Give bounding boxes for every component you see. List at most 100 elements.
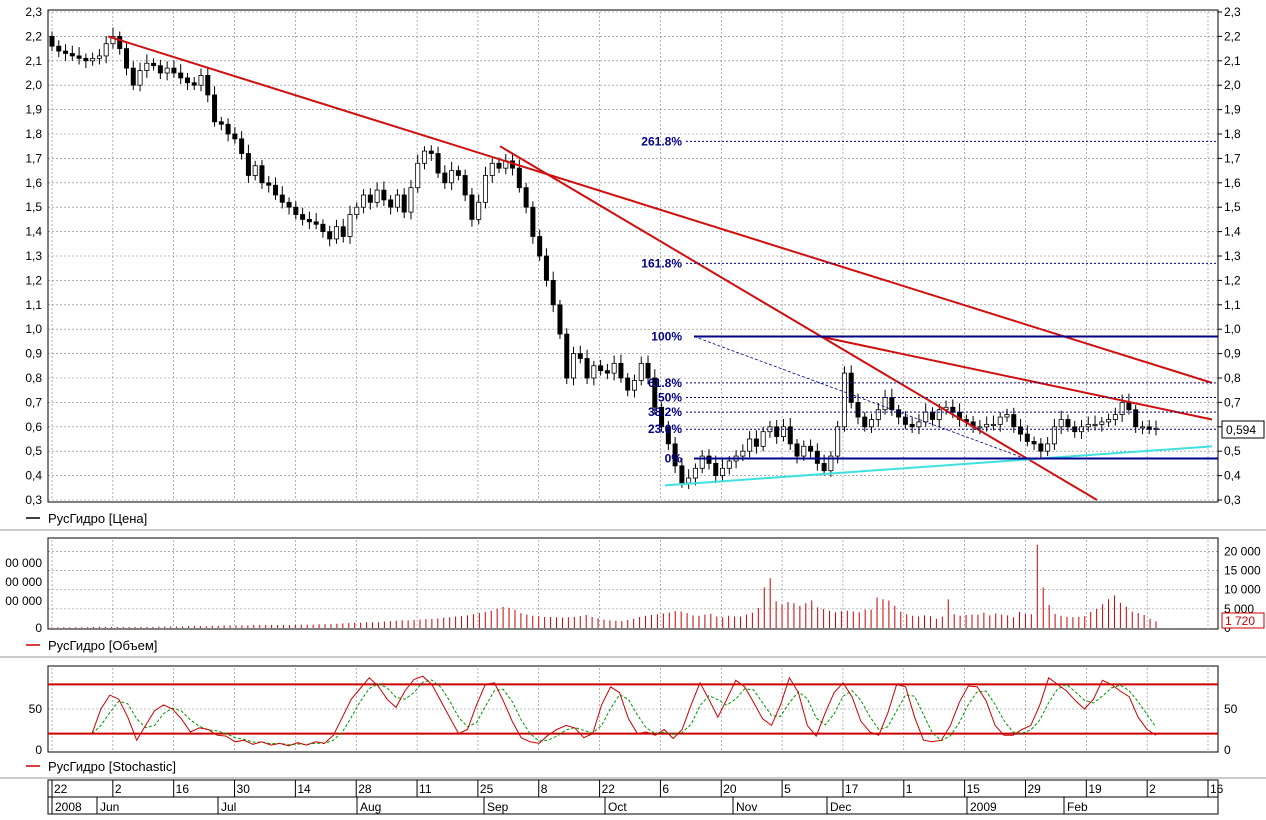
- candle: [537, 236, 543, 257]
- volume-tick-right: 10 000: [1224, 583, 1261, 597]
- candle: [726, 460, 732, 469]
- date-tick-label: 16: [1210, 782, 1224, 796]
- price-tick-left: 2,2: [25, 29, 42, 43]
- volume-tick-right: 20 000: [1224, 544, 1261, 558]
- candle: [977, 426, 983, 429]
- candle: [821, 462, 827, 472]
- price-tick-left: 0,5: [25, 444, 42, 458]
- month-label: Oct: [608, 800, 627, 814]
- candle: [1146, 426, 1152, 430]
- candle: [916, 421, 922, 428]
- candle: [984, 423, 990, 428]
- candle: [340, 226, 346, 237]
- candle: [659, 406, 665, 428]
- candle: [665, 426, 671, 445]
- candle: [571, 353, 577, 379]
- candle: [611, 362, 617, 374]
- last-volume-label: 1 720: [1225, 614, 1255, 628]
- candle: [320, 223, 326, 232]
- candle: [347, 214, 353, 237]
- candle: [780, 426, 786, 437]
- candle: [455, 170, 461, 176]
- price-tick-left: 1,4: [25, 225, 42, 239]
- fibonacci-layer[interactable]: 261.8% 161.8% 100% 61.8%50%38.2% 23.6% 0%: [641, 134, 1218, 466]
- date-tick-label: 2: [1149, 782, 1156, 796]
- date-tick-label: 22: [602, 782, 616, 796]
- candle: [164, 67, 170, 74]
- price-tick-left: 0,6: [25, 420, 42, 434]
- stochastic-pane[interactable]: [48, 675, 1218, 747]
- candle: [273, 184, 279, 196]
- trendline-0: [107, 35, 1213, 384]
- candle: [191, 82, 197, 86]
- fib-level-label: 100%: [651, 330, 682, 344]
- candle: [1058, 419, 1064, 428]
- trendlines-layer[interactable]: [107, 35, 1213, 501]
- candle: [1031, 441, 1037, 445]
- price-tick-right: 1,6: [1224, 176, 1241, 190]
- candle: [388, 199, 394, 208]
- candle: [1065, 419, 1071, 428]
- candle: [1099, 421, 1105, 425]
- candle: [56, 45, 62, 52]
- candle: [1139, 426, 1145, 429]
- candle: [144, 62, 150, 71]
- volume-pane-label: РусГидро [Объем]: [48, 638, 157, 653]
- candle: [896, 409, 902, 418]
- volume-pane[interactable]: [51, 544, 1157, 628]
- price-tick-right: 1,8: [1224, 127, 1241, 141]
- candle: [482, 175, 488, 203]
- candle: [557, 304, 563, 335]
- price-tick-right: 1,4: [1224, 225, 1241, 239]
- candle: [516, 167, 522, 189]
- date-tick-label: 6: [662, 782, 669, 796]
- candle: [1092, 423, 1098, 426]
- price-tick-left: 2,0: [25, 78, 42, 92]
- stoch-tick-right: 0: [1224, 743, 1231, 757]
- price-tick-right: 2,3: [1224, 5, 1241, 19]
- candle: [83, 57, 89, 62]
- volume-tick-right: 5 000: [1224, 602, 1254, 616]
- candle: [794, 443, 800, 457]
- candle: [367, 194, 373, 203]
- candle: [543, 255, 549, 281]
- price-tick-right: 1,2: [1224, 273, 1241, 287]
- candle: [361, 194, 367, 208]
- price-tick-right: 2,1: [1224, 54, 1241, 68]
- candle: [252, 165, 258, 176]
- month-label: Feb: [1067, 800, 1088, 814]
- stoch-tick-left: 0: [35, 743, 42, 757]
- price-tick-left: 1,5: [25, 200, 42, 214]
- candle: [381, 189, 387, 201]
- candle: [1133, 409, 1139, 428]
- date-tick-label: 8: [541, 782, 548, 796]
- candle: [449, 170, 455, 184]
- candle: [645, 362, 651, 379]
- price-tick-right: 0,7: [1224, 395, 1241, 409]
- candle: [808, 445, 814, 452]
- candle: [110, 36, 116, 45]
- fib-level-label: 261.8%: [641, 134, 682, 148]
- candle: [875, 409, 881, 420]
- candle: [936, 409, 942, 420]
- candle: [327, 231, 333, 240]
- candle: [394, 194, 400, 208]
- price-pane[interactable]: [49, 27, 1159, 490]
- candle: [178, 72, 184, 79]
- candle: [442, 172, 448, 184]
- candle: [747, 438, 753, 452]
- pane-frame-2: [47, 665, 1219, 753]
- price-tick-right: 2,2: [1224, 29, 1241, 43]
- price-tick-right: 1,5: [1224, 200, 1241, 214]
- candle: [720, 467, 726, 476]
- pane-frames: [0, 9, 1266, 779]
- candle: [686, 477, 692, 484]
- candle: [428, 150, 434, 154]
- candle: [679, 465, 685, 484]
- candle: [333, 226, 339, 240]
- candle: [760, 431, 766, 447]
- volume-tick-right: 15 000: [1224, 564, 1261, 578]
- date-tick-label: 22: [54, 782, 68, 796]
- candle: [889, 397, 895, 411]
